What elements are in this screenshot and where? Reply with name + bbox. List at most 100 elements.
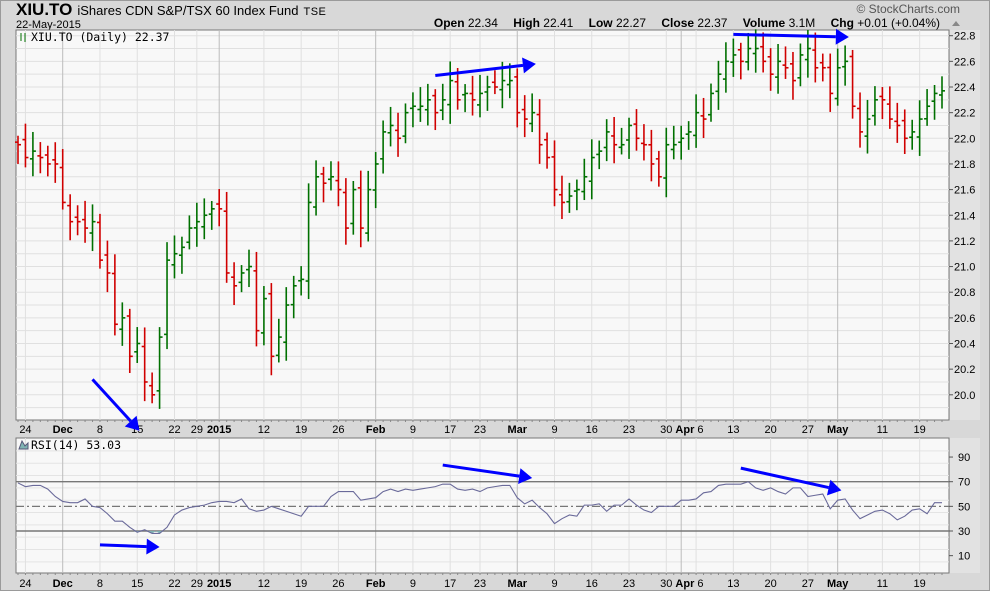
price-bar (521, 95, 528, 138)
price-bar (581, 158, 588, 201)
price-bar (402, 103, 409, 144)
price-bar (939, 76, 945, 109)
price-xtick-label: Dec (53, 424, 73, 436)
collapse-arrow-icon[interactable] (952, 21, 960, 26)
price-legend-text: XIU.TO (Daily) 22.37 (31, 30, 170, 44)
price-bar (775, 44, 782, 94)
price-bar (238, 265, 245, 293)
price-bar (111, 254, 118, 336)
price-xtick-label: 12 (258, 424, 270, 436)
price-ytick-label: 22.4 (954, 82, 975, 94)
symbol-title: XIU.TO (16, 0, 73, 19)
price-bar (782, 46, 789, 79)
price-ytick-label: 20.0 (954, 390, 975, 402)
price-bar (171, 235, 178, 279)
title-row: XIU.TO iShares CDN S&P/TSX 60 Index Fund… (16, 1, 326, 18)
price-ytick-label: 21.2 (954, 236, 975, 248)
copyright-link[interactable]: © StockCharts.com (856, 2, 960, 16)
price-bar (350, 180, 357, 235)
price-ytick-label: 20.6 (954, 313, 975, 325)
price-bar (231, 262, 238, 306)
price-bar (186, 215, 193, 250)
price-bar (164, 242, 171, 350)
price-bar (663, 127, 670, 198)
exchange-label: TSE (303, 6, 327, 18)
price-ytick-label: 22.0 (954, 133, 975, 145)
price-bar (253, 251, 260, 347)
price-bar (246, 249, 252, 288)
price-bar (283, 287, 290, 361)
arrow-head-icon (826, 479, 842, 496)
arrow-head-icon (518, 468, 533, 485)
rsi-xtick-label: 17 (444, 578, 456, 590)
price-bar (342, 178, 349, 245)
price-xtick-label: 27 (802, 424, 814, 436)
price-bar (588, 139, 595, 200)
arrow-shaft (435, 63, 524, 77)
price-bar (857, 92, 864, 148)
price-bar (596, 140, 603, 170)
chart-date: 22-May-2015 (16, 19, 81, 31)
arrow-head-icon (124, 415, 140, 431)
price-bar (149, 372, 156, 404)
rsi-xtick-label: 15 (131, 578, 143, 590)
price-bar (506, 63, 513, 99)
price-bar (849, 49, 856, 119)
price-bar (842, 45, 849, 86)
price-xtick-label: 8 (97, 424, 103, 436)
price-bar (365, 170, 372, 242)
price-bar (268, 283, 275, 376)
price-bar (573, 179, 580, 211)
rsi-xtick-label: 23 (623, 578, 635, 590)
price-bar (44, 145, 51, 177)
low-value: 22.27 (615, 16, 647, 30)
price-bar (626, 117, 633, 159)
price-bar (812, 32, 819, 83)
price-bar (909, 119, 916, 150)
rsi-xtick-label: May (827, 578, 849, 590)
rsi-ytick-label: 90 (958, 452, 970, 464)
price-bar (886, 86, 893, 129)
arrow-head-icon (835, 28, 849, 45)
price-bar (648, 129, 655, 182)
price-bar (789, 51, 796, 100)
price-xtick-label: 20 (764, 424, 776, 436)
arrow-shaft (740, 466, 830, 489)
price-bar (327, 161, 334, 191)
price-bar (722, 42, 729, 93)
price-bar (372, 152, 379, 209)
price-bar (260, 286, 267, 346)
close-value: 22.37 (697, 16, 728, 30)
price-xtick-label: May (827, 424, 849, 436)
price-xtick-label: 23 (623, 424, 635, 436)
rsi-xtick-label: Apr (675, 578, 695, 590)
price-ytick-label: 20.2 (954, 364, 975, 376)
price-bar (804, 29, 811, 78)
price-bar (193, 202, 200, 247)
price-bar (834, 48, 841, 106)
price-xtick-label: 29 (191, 424, 203, 436)
price-bar (22, 123, 29, 168)
high-value: 22.41 (543, 16, 574, 30)
rsi-ytick-label: 10 (958, 551, 970, 563)
rsi-xtick-label: 30 (660, 578, 672, 590)
price-bar (432, 89, 439, 131)
price-bar (611, 117, 618, 164)
price-bar (216, 189, 223, 227)
price-xtick-label: 11 (877, 424, 888, 436)
price-bar (52, 142, 59, 183)
price-bar (499, 61, 506, 109)
volume-label: Volume (742, 16, 786, 30)
rsi-xtick-label: 6 (697, 578, 703, 590)
rsi-xtick-label: 23 (474, 578, 486, 590)
price-xtick-label: Apr (675, 424, 695, 436)
price-bar (320, 166, 327, 203)
price-xtick-label: 17 (444, 424, 456, 436)
rsi-xtick-label: 27 (802, 578, 814, 590)
price-bar (454, 67, 461, 110)
price-annotation-arrow (91, 378, 140, 431)
price-bar (797, 43, 804, 87)
price-ytick-label: 22.8 (954, 31, 975, 43)
price-xtick-label: 16 (586, 424, 598, 436)
price-bar (655, 150, 662, 187)
